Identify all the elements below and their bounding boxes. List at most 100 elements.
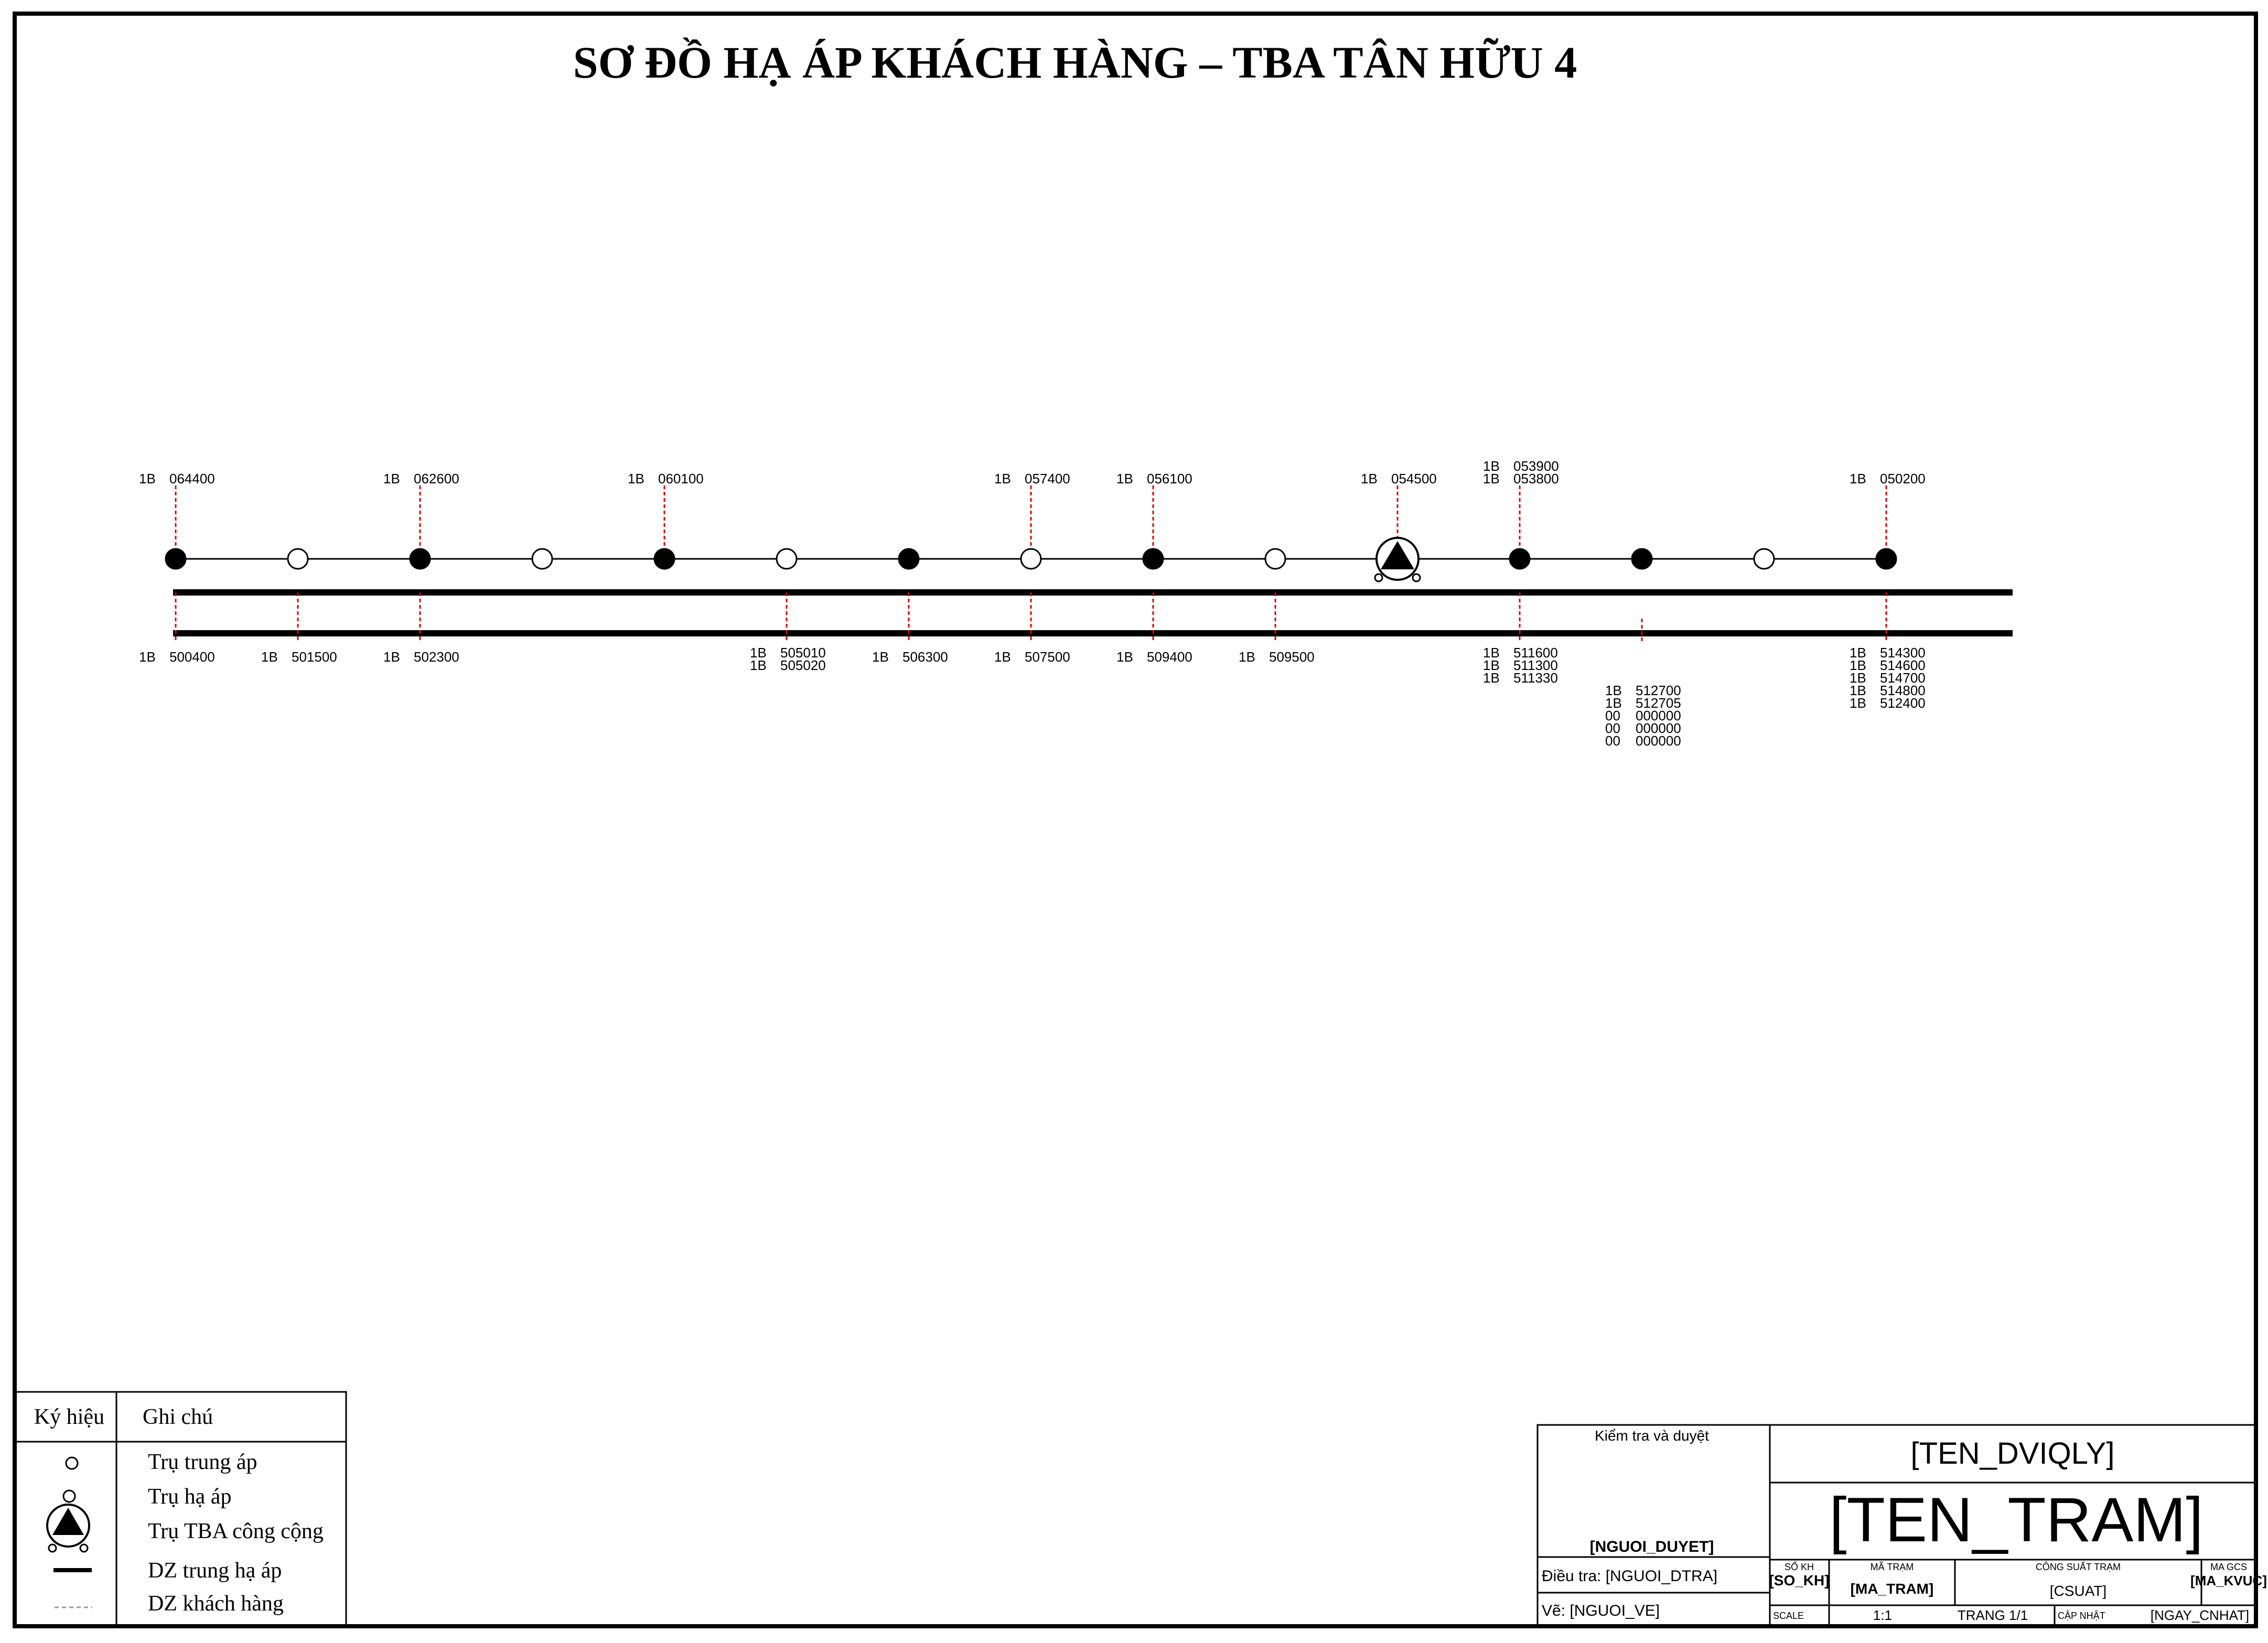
- pole-trung-ap: [1753, 548, 1775, 570]
- so-kh-label: SỐ KH: [1785, 1561, 1814, 1572]
- single-line-diagram: 1B 064400 1B 500400 1B 501500 1B 062600 1B 502300…: [139, 458, 2013, 749]
- customer-label-top-code: 060100: [658, 471, 704, 487]
- poles-layer: 1B 064400 1B 500400 1B 501500 1B 062600 1B 502300…: [139, 458, 1926, 749]
- customer-label-bottom-phase: 1B: [1483, 657, 1500, 673]
- customer-label-top-phase: 1B: [994, 471, 1011, 487]
- customer-label-bottom-phase: 1B: [994, 649, 1011, 665]
- customer-label-bottom-phase: 1B: [1850, 645, 1866, 661]
- customer-label-bottom-phase: 1B: [383, 649, 400, 665]
- customer-label-bottom-code: 509500: [1269, 649, 1315, 665]
- customer-label-bottom-code: 505020: [780, 657, 826, 673]
- customer-label-bottom-code: 000000: [1636, 708, 1681, 723]
- customer-label-top-code: 054500: [1391, 471, 1437, 487]
- customer-label-bottom-code: 509400: [1147, 649, 1192, 665]
- cap-nhat-label: CẬP NHẬT: [2058, 1610, 2105, 1621]
- customer-label-bottom-code: 501500: [292, 649, 337, 665]
- nguoi-duyet: [NGUOI_DUYET]: [1590, 1538, 1714, 1555]
- diagram-title: SƠ ĐỒ HẠ ÁP KHÁCH HÀNG – TBA TÂN HỮU 4: [573, 37, 1577, 88]
- ten-dviqly: [TEN_DVIQLY]: [1911, 1436, 2115, 1471]
- customer-label-top-code: 053900: [1513, 458, 1559, 474]
- pole-ha-ap: [898, 548, 920, 570]
- customer-label-bottom-phase: 1B: [750, 645, 767, 661]
- pole-tba-triangle: [1381, 541, 1414, 569]
- legend-header-symbol: Ký hiệu: [34, 1405, 104, 1429]
- ma-gcs-value: [MA_KVUC]: [2190, 1573, 2267, 1588]
- legend-box: [15, 1391, 347, 1627]
- customer-label-bottom-phase: 1B: [872, 649, 889, 665]
- customer-label-top-phase: 1B: [1850, 471, 1866, 487]
- pole-trung-ap: [776, 548, 798, 570]
- customer-label-bottom-phase: 1B: [1116, 649, 1133, 665]
- title-block: Kiểm tra và duyệt [NGUOI_DUYET] Điều tra…: [1536, 1424, 2267, 1627]
- customer-label-bottom-phase: 1B: [1605, 683, 1622, 698]
- pole-tba-foot-right: [1412, 573, 1421, 582]
- customer-label-bottom-code: 514800: [1880, 683, 1926, 698]
- ma-tram-label: MÃ TRẠM: [1871, 1561, 1914, 1572]
- customer-label-bottom-code: 000000: [1636, 733, 1681, 749]
- customer-label-bottom-code: 505010: [780, 645, 826, 661]
- customer-label-bottom-code: 514700: [1880, 670, 1926, 686]
- customer-label-bottom-phase: 1B: [1850, 683, 1866, 698]
- pole-ha-ap: [1631, 548, 1653, 570]
- pole-trung-ap: [1020, 548, 1042, 570]
- customer-label-bottom-code: 000000: [1636, 720, 1681, 736]
- scale-value: 1:1: [1873, 1607, 1892, 1623]
- customer-label-top-phase: 1B: [1483, 471, 1500, 487]
- customer-label-bottom-phase: 1B: [1483, 670, 1500, 686]
- customer-label-top-phase: 1B: [628, 471, 644, 487]
- cap-nhat-value: [NGAY_CNHAT]: [2151, 1607, 2249, 1623]
- customer-label-bottom-phase: 00: [1605, 733, 1620, 749]
- customer-label-top-phase: 1B: [1361, 471, 1378, 487]
- legend: Ký hiệu Ghi chú Trụ trung áp Trụ hạ áp T…: [15, 1391, 347, 1627]
- pole-ha-ap: [653, 548, 675, 570]
- customer-label-bottom-code: 512400: [1880, 695, 1926, 711]
- trang: TRANG 1/1: [1958, 1607, 2028, 1623]
- so-kh-value: [SO_KH]: [1769, 1572, 1829, 1588]
- customer-label-bottom-phase: 1B: [1850, 670, 1866, 686]
- customer-label-bottom-phase: 1B: [1483, 645, 1500, 661]
- ten-tram: [TEN_TRAM]: [1829, 1485, 2203, 1555]
- customer-label-bottom-code: 506300: [902, 649, 948, 665]
- legend-item-tba: Trụ TBA công cộng: [148, 1519, 324, 1543]
- customer-label-bottom-code: 511300: [1513, 657, 1558, 673]
- customer-label-bottom-phase: 1B: [1605, 695, 1622, 711]
- customer-label-top-phase: 1B: [383, 471, 400, 487]
- customer-label-bottom-code: 500400: [169, 649, 215, 665]
- ma-gcs-label: MA GCS: [2210, 1562, 2247, 1572]
- scale-label: SCALE: [1773, 1610, 1804, 1621]
- customer-label-top-code: 050200: [1880, 471, 1926, 487]
- customer-label-bottom-phase: 00: [1605, 720, 1620, 736]
- legend-item-ha-ap: Trụ hạ áp: [148, 1485, 231, 1509]
- customer-label-bottom-code: 507500: [1025, 649, 1070, 665]
- customer-label-bottom-code: 512705: [1636, 695, 1681, 711]
- customer-label-bottom-code: 512700: [1636, 683, 1681, 698]
- pole-ha-ap: [1875, 548, 1897, 570]
- legend-tba-icon: [46, 1504, 90, 1553]
- title-block-box: [1536, 1424, 2257, 1627]
- customer-label-bottom-code: 511330: [1513, 670, 1558, 686]
- customer-label-top-phase: 1B: [1483, 458, 1500, 474]
- pole-ha-ap: [165, 548, 187, 570]
- kiem-tra-label: Kiểm tra và duyệt: [1595, 1428, 1709, 1444]
- pole-tba-foot-left: [1374, 573, 1383, 582]
- legend-item-dz-khach-hang: DZ khách hàng: [148, 1592, 284, 1616]
- pole-trung-ap: [531, 548, 553, 570]
- customer-label-bottom-phase: 1B: [1850, 657, 1866, 673]
- customer-label-top-code: 053800: [1513, 471, 1559, 487]
- customer-label-bottom-phase: 00: [1605, 708, 1620, 723]
- legend-item-dz-trung-ha-ap: DZ trung hạ áp: [148, 1559, 282, 1583]
- pole-ha-ap: [409, 548, 431, 570]
- customer-label-top-phase: 1B: [1116, 471, 1133, 487]
- pole-ha-ap: [1509, 548, 1531, 570]
- customer-label-top-code: 056100: [1147, 471, 1192, 487]
- customer-label-bottom-code: 514600: [1880, 657, 1926, 673]
- legend-header-note: Ghi chú: [143, 1405, 213, 1429]
- customer-label-bottom-phase: 1B: [1850, 695, 1866, 711]
- customer-label-bottom-code: 514300: [1880, 645, 1926, 661]
- customer-label-bottom-phase: 1B: [1239, 649, 1255, 665]
- ma-tram-value: [MA_TRAM]: [1851, 1581, 1934, 1597]
- customer-label-top-code: 064400: [169, 471, 215, 487]
- pole-trung-ap: [1264, 548, 1286, 570]
- dieu-tra: Điều tra: [NGUOI_DTRA]: [1542, 1568, 1717, 1585]
